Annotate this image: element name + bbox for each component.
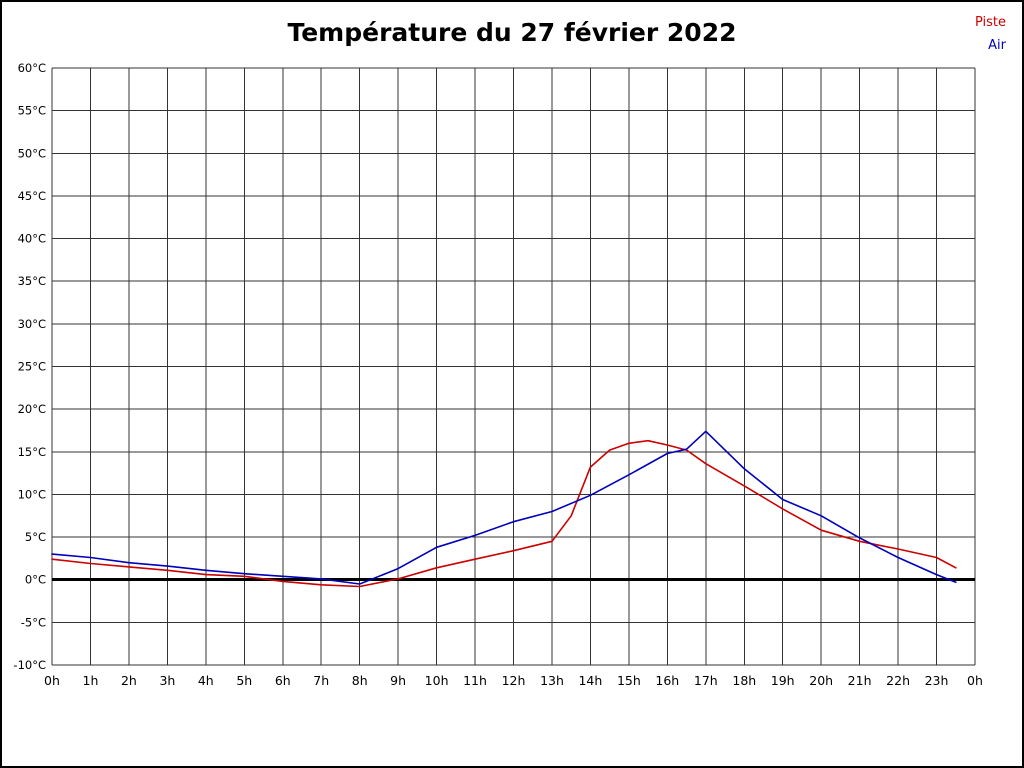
y-axis-tick-label: -10°C — [13, 658, 46, 672]
x-axis-tick-label: 15h — [617, 673, 641, 688]
x-axis-tick-label: 3h — [159, 673, 175, 688]
x-axis-tick-label: 0h — [44, 673, 60, 688]
x-axis-tick-label: 11h — [463, 673, 487, 688]
y-axis-tick-label: 5°C — [25, 530, 46, 544]
series-line-air — [51, 430, 957, 585]
y-axis-tick-label: 30°C — [18, 317, 46, 331]
x-axis-tick-label: 0h — [967, 673, 983, 688]
y-axis-tick-label: 25°C — [18, 360, 46, 374]
x-axis-tick-label: 4h — [198, 673, 214, 688]
x-axis-tick-label: 18h — [732, 673, 756, 688]
x-axis-tick-label: 8h — [352, 673, 368, 688]
x-axis-tick-label: 2h — [121, 673, 137, 688]
x-axis-tick-label: 22h — [886, 673, 910, 688]
y-axis-tick-label: 60°C — [18, 61, 46, 75]
series-line-piste — [51, 439, 957, 588]
y-axis-tick-label: 20°C — [18, 402, 46, 416]
y-axis-tick-label: 10°C — [18, 487, 46, 501]
chart-legend: Piste Air — [975, 12, 1006, 58]
legend-item-air: Air — [988, 37, 1006, 53]
chart-title: Température du 27 février 2022 — [287, 18, 737, 47]
y-axis-tick-label: 0°C — [25, 573, 46, 587]
x-axis-tick-label: 17h — [694, 673, 718, 688]
y-axis-tick-label: 15°C — [18, 445, 46, 459]
y-axis-tick-label: 40°C — [18, 232, 46, 246]
y-axis-tick-label: -5°C — [21, 615, 46, 629]
x-axis-tick-label: 23h — [925, 673, 949, 688]
x-axis-tick-label: 6h — [275, 673, 291, 688]
x-axis-tick-label: 21h — [848, 673, 872, 688]
x-axis-tick-label: 9h — [390, 673, 406, 688]
x-axis-tick-label: 20h — [809, 673, 833, 688]
y-axis-tick-label: 50°C — [18, 146, 46, 160]
y-axis-tick-label: 55°C — [18, 104, 46, 118]
x-axis-tick-label: 1h — [83, 673, 99, 688]
x-axis-tick-label: 12h — [502, 673, 526, 688]
x-axis-tick-label: 10h — [425, 673, 449, 688]
legend-item-piste: Piste — [974, 15, 1006, 30]
x-axis-tick-label: 7h — [313, 673, 329, 688]
y-axis-tick-label: 45°C — [18, 189, 46, 203]
y-axis-tick-label: 35°C — [18, 274, 46, 288]
x-axis-tick-label: 5h — [236, 673, 252, 688]
x-axis-tick-label: 16h — [655, 673, 679, 688]
x-axis-tick-label: 13h — [540, 673, 564, 688]
x-axis-tick-label: 19h — [771, 673, 795, 688]
x-axis-tick-label: 14h — [578, 673, 602, 688]
